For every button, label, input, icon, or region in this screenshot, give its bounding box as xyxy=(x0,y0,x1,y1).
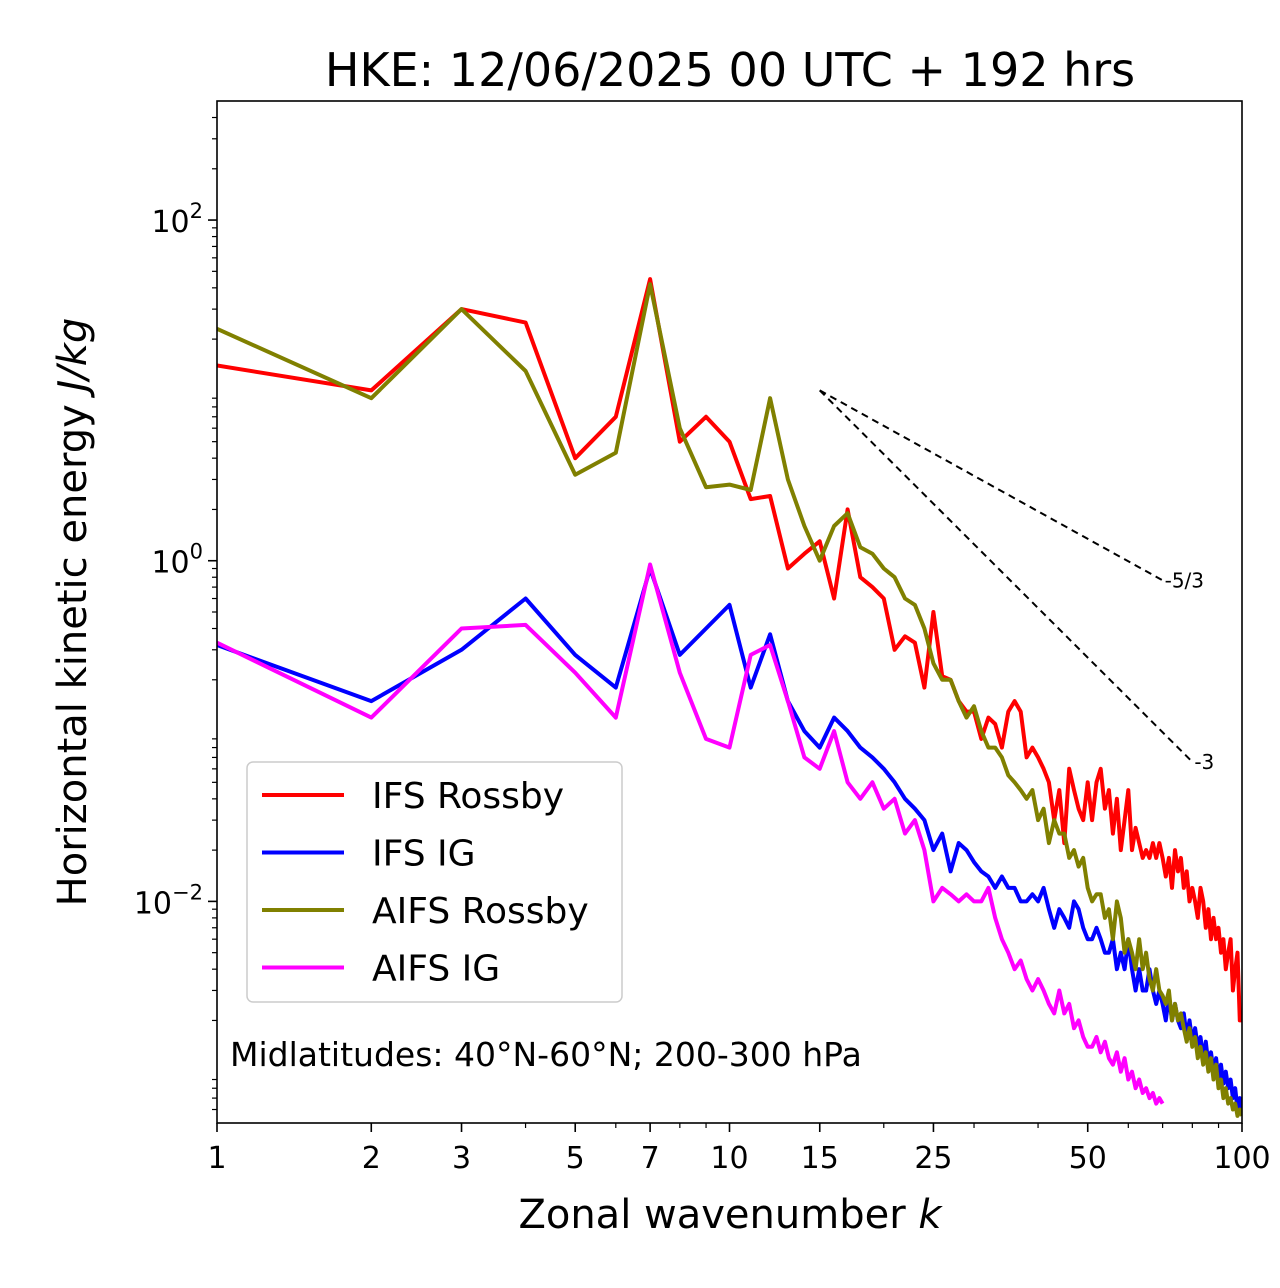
y-tick-exponent: −2 xyxy=(172,880,203,904)
y-tick-exponent: 2 xyxy=(190,199,203,223)
x-tick-label: 50 xyxy=(1069,1141,1107,1176)
y-axis-label-italic: J/kg xyxy=(50,318,96,399)
x-axis-label: Zonal wavenumber k xyxy=(518,1192,943,1238)
x-tick-label: 15 xyxy=(801,1141,839,1176)
y-tick-label: 10−2 xyxy=(134,880,203,921)
reference-line-1 xyxy=(819,389,1164,582)
series-line-aifs-ig xyxy=(217,562,1165,1106)
y-tick-base: 10 xyxy=(151,205,189,240)
x-tick-label: 5 xyxy=(566,1141,585,1176)
x-axis-ticks: 1 2 3 5 7 10 15 25 50 100 xyxy=(207,1123,1271,1176)
legend: IFS Rossby IFS IG AIFS Rossby AIFS IG xyxy=(246,761,623,1003)
legend-label-ifs-ig: IFS IG xyxy=(372,834,476,875)
x-tick-label: 2 xyxy=(362,1141,381,1176)
legend-label-aifs-rossby: AIFS Rossby xyxy=(372,891,589,932)
region-annotation: Midlatitudes: 40°N-60°N; 200-300 hPa xyxy=(230,1035,862,1074)
legend-box xyxy=(246,761,623,1003)
x-tick-label: 7 xyxy=(641,1141,660,1176)
y-tick-label: 102 xyxy=(151,199,203,240)
legend-label-aifs-ig: AIFS IG xyxy=(372,949,500,990)
y-tick-base: 10 xyxy=(134,886,172,921)
y-axis-label: Horizontal kinetic energy J/kg xyxy=(50,318,96,907)
series-line-ifs-rossby xyxy=(217,277,1242,1023)
x-tick-label: 1 xyxy=(207,1141,226,1176)
x-tick-label: 100 xyxy=(1213,1141,1270,1176)
reference-line-2 xyxy=(819,389,1194,763)
x-tick-label: 3 xyxy=(452,1141,471,1176)
y-axis-label-main: Horizontal kinetic energy xyxy=(50,392,96,907)
y-tick-exponent: 0 xyxy=(190,540,203,564)
reference-lines xyxy=(819,389,1194,763)
series-line-aifs-rossby xyxy=(217,282,1242,1118)
series-lines xyxy=(217,277,1242,1118)
y-tick-base: 10 xyxy=(151,546,189,581)
legend-label-ifs-rossby: IFS Rossby xyxy=(372,776,564,817)
y-tick-label: 100 xyxy=(151,540,203,581)
x-axis-label-main: Zonal wavenumber xyxy=(518,1192,918,1238)
x-tick-label: 10 xyxy=(710,1141,748,1176)
reference-line-label-2: -3 xyxy=(1194,750,1214,774)
reference-line-label-1: -5/3 xyxy=(1165,568,1204,592)
reference-line-labels: -5/3 -3 xyxy=(1165,568,1215,774)
x-tick-label: 25 xyxy=(914,1141,952,1176)
chart-title: HKE: 12/06/2025 00 UTC + 192 hrs xyxy=(325,43,1135,97)
x-axis-label-italic: k xyxy=(918,1192,943,1238)
legend-entries: IFS Rossby IFS IG AIFS Rossby AIFS IG xyxy=(262,776,589,990)
